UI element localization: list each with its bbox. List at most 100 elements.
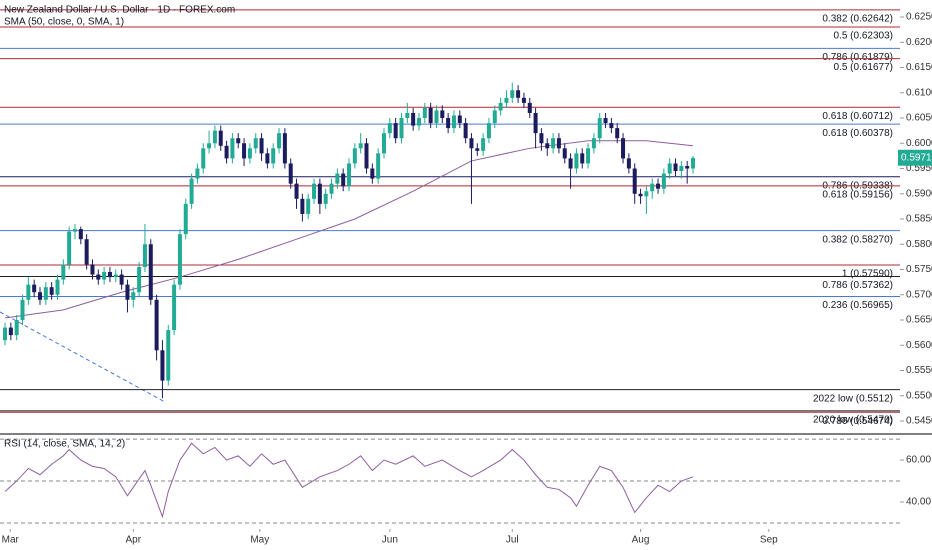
candle-body: [475, 148, 480, 151]
candle-body: [562, 148, 567, 159]
candle-body: [691, 157, 696, 169]
candle-body: [113, 274, 118, 278]
y-tick-label: 0.62000: [906, 37, 932, 48]
fib-level-label: 0.382 (0.62642): [822, 13, 893, 24]
x-tick-label: Aug: [632, 535, 650, 546]
candle-body: [96, 274, 101, 280]
candle-body: [78, 229, 83, 240]
candle-body: [381, 133, 386, 154]
candle-body: [586, 148, 591, 164]
x-tick-label: Mar: [2, 535, 20, 546]
candle-body: [411, 112, 416, 126]
candle-body: [428, 107, 433, 124]
last-price-box: [898, 149, 932, 166]
candle-body: [154, 299, 159, 351]
candle-body: [230, 138, 235, 159]
candle-body: [306, 198, 311, 214]
candle-body: [26, 284, 31, 300]
candle-body: [481, 138, 486, 151]
last-price-label: 0.59713: [901, 152, 932, 163]
candle-body: [207, 143, 212, 149]
fib-level-label: 0.5 (0.62303): [834, 31, 894, 42]
candle-body: [556, 138, 561, 149]
candle-body: [516, 90, 521, 98]
candle-body: [72, 229, 77, 232]
candle-body: [317, 183, 322, 204]
candle-body: [107, 272, 112, 278]
candle-body: [376, 153, 381, 179]
candle-body: [131, 292, 136, 300]
candle-body: [32, 284, 37, 293]
candle-body: [148, 244, 153, 300]
fib-level-label: 1 (0.57590): [842, 269, 893, 280]
candle-body: [685, 165, 690, 169]
candle-body: [370, 168, 375, 179]
candle-body: [364, 143, 369, 169]
sma-line: [4, 140, 694, 319]
candle-body: [405, 112, 410, 119]
candle-body: [142, 244, 147, 267]
y-tick-label: 0.61500: [906, 62, 932, 73]
candle-body: [580, 153, 585, 164]
candle-body: [224, 145, 229, 159]
candle-body: [8, 327, 13, 336]
candle-body: [201, 148, 206, 169]
y-tick-label: 0.57000: [906, 289, 932, 300]
candle-body: [172, 284, 177, 331]
candle-body: [341, 173, 346, 187]
sma-label: SMA (50, close, 0, SMA, 1): [4, 17, 124, 28]
x-tick-label: Jul: [506, 535, 519, 546]
candle-body: [626, 158, 631, 169]
candle-body: [212, 130, 217, 144]
candle-body: [189, 178, 194, 204]
y-tick-label: 0.60000: [906, 138, 932, 149]
plot: 0.54500 0.55000 0.55500 0.56000 0.56500 0.570…: [0, 9, 932, 546]
candle-body: [644, 191, 649, 197]
candle-body: [294, 183, 299, 199]
candle-body: [300, 198, 305, 214]
candle-body: [661, 173, 666, 189]
candle-body: [416, 118, 421, 126]
fib-level-label: 0.5 (0.61677): [834, 62, 894, 73]
y-tick-label: 0.60500: [906, 113, 932, 124]
x-tick-label: Jun: [382, 535, 398, 546]
candle-body: [446, 118, 451, 129]
candle-body: [463, 123, 468, 139]
y-tick-label: 40.00: [906, 497, 931, 508]
candle-body: [667, 163, 672, 174]
x-tick-label: May: [250, 535, 269, 546]
y-tick-label: 0.56000: [906, 340, 932, 351]
candle-body: [679, 165, 684, 172]
candle-body: [282, 133, 287, 164]
candle-body: [551, 138, 556, 149]
candle-body: [218, 130, 223, 146]
fib-level-label: 2020 low (0.5470): [813, 415, 893, 426]
candle-body: [14, 319, 19, 336]
y-tick-label: 0.58000: [906, 239, 932, 250]
candle-body: [545, 143, 550, 149]
candle-body: [440, 110, 445, 119]
candle-body: [102, 272, 107, 280]
candle-body: [609, 123, 614, 129]
candle-body: [55, 279, 60, 295]
y-tick-label: 0.58500: [906, 214, 932, 225]
candle-body: [90, 264, 95, 275]
y-tick-label: 0.56500: [906, 315, 932, 326]
candle-body: [591, 138, 596, 149]
candle-body: [527, 102, 532, 113]
candle-body: [3, 327, 8, 341]
candle-body: [195, 168, 200, 179]
candle-body: [469, 138, 474, 149]
candle-body: [492, 110, 497, 124]
candle-body: [253, 138, 258, 149]
fib-level-label: 0.618 (0.60378): [822, 128, 893, 139]
candle-body: [265, 153, 270, 164]
candle-body: [521, 97, 526, 103]
y-tick-label: 0.62500: [906, 12, 932, 23]
candle-body: [183, 203, 188, 235]
candle-body: [37, 292, 42, 300]
candle-body: [84, 239, 89, 265]
candle-body: [539, 133, 544, 144]
candle-body: [288, 163, 293, 184]
